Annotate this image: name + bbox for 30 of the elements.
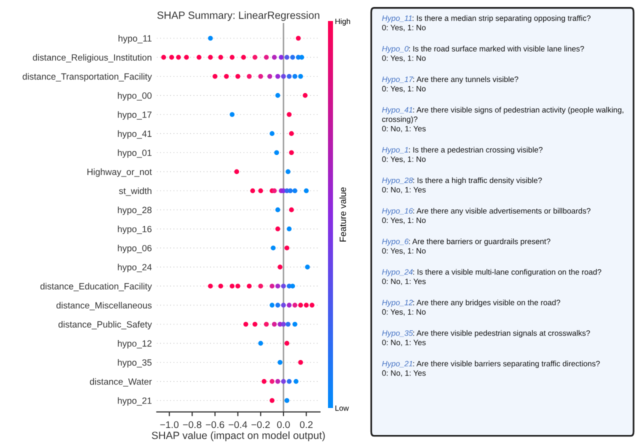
- y-tick-label: hypo_17: [118, 111, 152, 120]
- y-tick-label: hypo_41: [118, 130, 152, 139]
- y-tick-label: distance_Religious_Institution: [32, 54, 152, 62]
- x-axis-title: SHAP value (impact on model output): [152, 431, 325, 442]
- x-tick-label: −0.6: [206, 421, 224, 428]
- y-tick-label: st_width: [119, 188, 152, 196]
- y-tick-label: hypo_01: [118, 149, 152, 158]
- y-tick-label: Highway_or_not: [87, 168, 152, 177]
- y-tick-label: hypo_21: [118, 397, 152, 406]
- x-tick-label: 0.0: [277, 421, 290, 428]
- y-tick-label: hypo_24: [118, 264, 152, 272]
- y-tick-label: hypo_35: [118, 359, 152, 368]
- y-tick-label: hypo_00: [118, 92, 152, 101]
- y-tick-label: distance_Transportation_Facility: [22, 73, 152, 82]
- x-tick-label: −0.8: [183, 421, 202, 428]
- x-tick-label: −0.4: [228, 421, 248, 428]
- y-tick-label: hypo_28: [118, 206, 152, 215]
- x-tick-label: −0.2: [252, 421, 270, 428]
- y-tick-label: distance_Water: [90, 378, 152, 387]
- x-tick-label: 0.2: [300, 421, 313, 428]
- color-bar-title: Feature value: [339, 187, 346, 242]
- y-tick-label: distance_Public_Safety: [58, 320, 152, 330]
- y-tick-label: hypo_06: [118, 244, 152, 254]
- x-tick-label: −1.0: [160, 421, 179, 428]
- chart-title: SHAP Summary: LinearRegression: [157, 11, 320, 21]
- y-tick-label: hypo_16: [118, 226, 152, 234]
- y-tick-label: hypo_11: [118, 34, 152, 44]
- y-tick-label: distance_Miscellaneous: [56, 302, 152, 310]
- y-tick-label: distance_Education_Facility: [40, 282, 152, 292]
- y-tick-label: hypo_12: [118, 340, 152, 348]
